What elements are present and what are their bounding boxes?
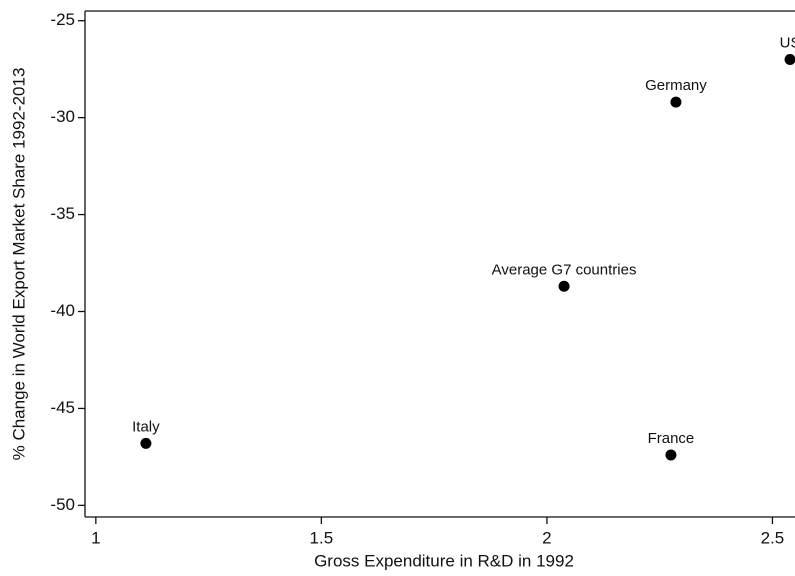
point-label: Germany — [645, 77, 707, 94]
point-label: Average G7 countries — [492, 261, 637, 278]
x-tick-label: 1 — [91, 528, 100, 547]
y-tick-label: -45 — [50, 398, 75, 417]
y-tick-label: -25 — [50, 10, 75, 29]
point — [140, 437, 152, 449]
y-tick-label: -50 — [50, 495, 75, 514]
y-axis-title: % Change in World Export Market Share 19… — [9, 68, 28, 461]
y-tick-label: -35 — [50, 204, 75, 223]
x-tick-label: 2 — [542, 528, 551, 547]
point-label: US — [780, 34, 795, 51]
point-label: France — [648, 430, 695, 447]
x-tick-label: 1.5 — [310, 528, 334, 547]
x-tick-label: 2.5 — [761, 528, 785, 547]
point — [784, 53, 795, 65]
x-axis-title: Gross Expenditure in R&D in 1992 — [314, 551, 574, 570]
point-label: Italy — [132, 418, 160, 435]
point — [670, 96, 682, 108]
y-tick-label: -30 — [50, 107, 75, 126]
point — [558, 280, 570, 292]
y-tick-label: -40 — [50, 301, 75, 320]
point — [665, 449, 677, 461]
